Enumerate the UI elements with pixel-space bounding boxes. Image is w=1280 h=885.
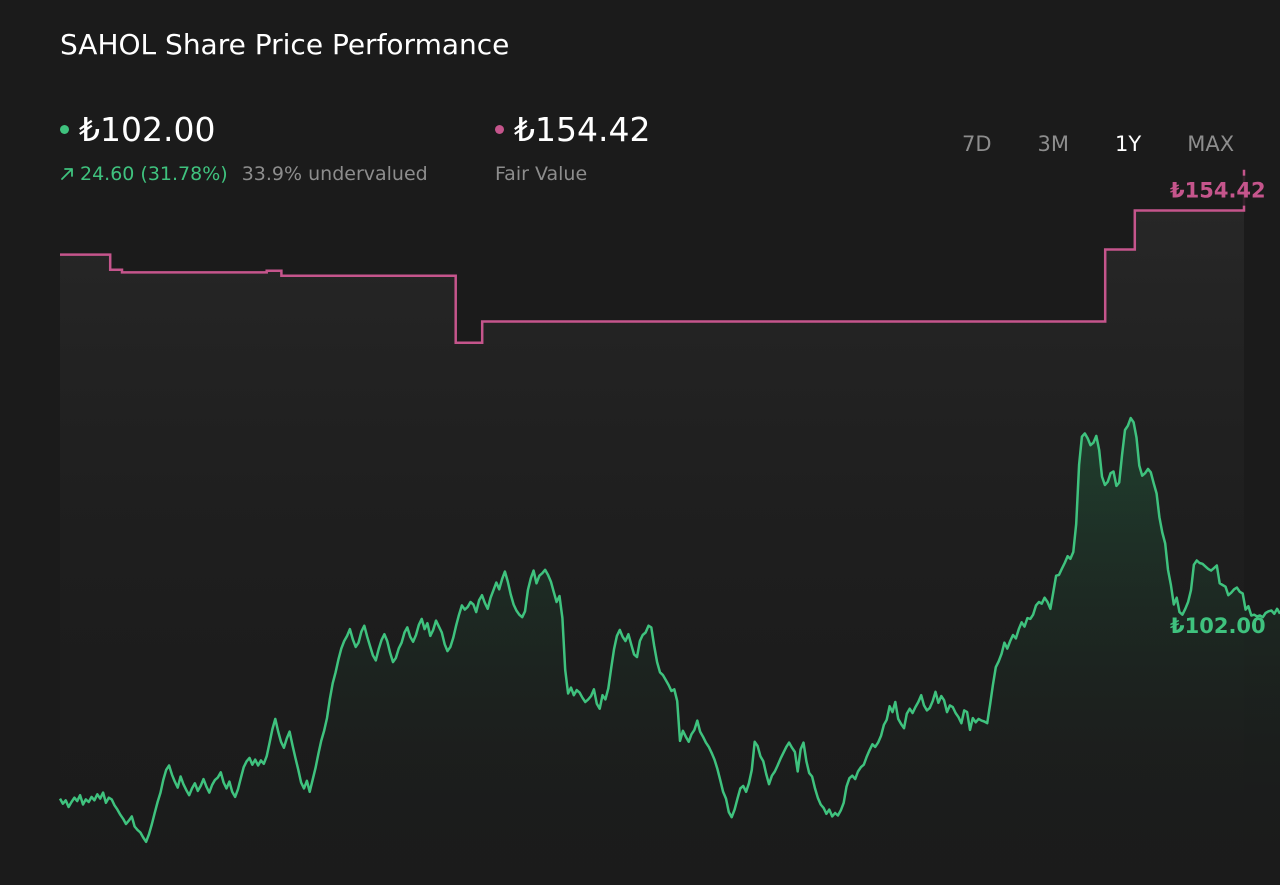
current-price: ₺102.00 bbox=[79, 110, 216, 149]
price-change-value: 24.60 (31.78%) bbox=[80, 163, 228, 185]
price-line bbox=[58, 416, 1280, 844]
fair-value-end-label-bg bbox=[1162, 175, 1280, 206]
chart-title: SAHOL Share Price Performance bbox=[60, 28, 510, 61]
tab-1y[interactable]: 1Y bbox=[1115, 132, 1142, 156]
fair-value-line bbox=[60, 169, 1246, 344]
tab-max[interactable]: MAX bbox=[1187, 132, 1235, 156]
price-legend-dot bbox=[60, 125, 69, 134]
fair-value-label: Fair Value bbox=[495, 163, 588, 185]
price-change: 24.60 (31.78%) bbox=[60, 163, 228, 185]
fair-value-end-label: ₺154.42 bbox=[1170, 179, 1266, 203]
fair-value-price: ₺154.42 bbox=[514, 110, 651, 149]
tab-3m[interactable]: 3M bbox=[1037, 132, 1070, 156]
price-end-label: ₺102.00 bbox=[1170, 614, 1266, 638]
price-area bbox=[60, 418, 1280, 885]
tab-7d[interactable]: 7D bbox=[962, 132, 992, 156]
arrow-up-right-icon bbox=[61, 168, 73, 180]
fair-value-legend-dot bbox=[495, 125, 504, 134]
timeframe-tabs: 7D 3M 1Y MAX bbox=[944, 130, 1262, 158]
fair-value-stat: ₺154.42 Fair Value bbox=[495, 110, 650, 185]
valuation-text: 33.9% undervalued bbox=[241, 163, 428, 185]
price-stat: ₺102.00 24.60 (31.78%) 33.9% undervalued bbox=[60, 110, 428, 185]
